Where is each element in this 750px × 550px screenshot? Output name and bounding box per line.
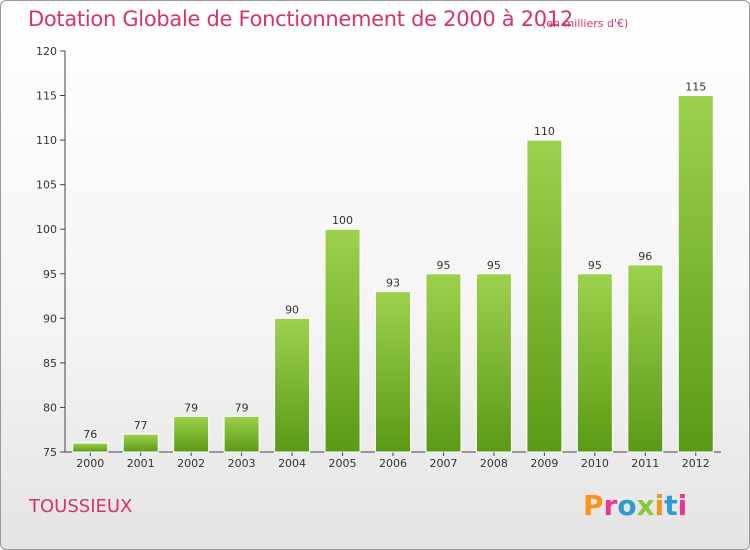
y-tick-label: 120	[36, 45, 57, 58]
x-tick-label: 2004	[278, 457, 306, 470]
value-label: 79	[235, 401, 249, 414]
y-tick-label: 110	[36, 134, 57, 147]
bar-2003	[223, 415, 260, 453]
bar-2008	[475, 273, 512, 453]
y-tick-label: 115	[36, 90, 57, 103]
proxiti-logo[interactable]: Proxiti	[583, 489, 687, 522]
brand-letter: t	[664, 489, 678, 522]
value-label: 93	[386, 277, 400, 290]
y-tick-label: 100	[36, 223, 57, 236]
bar-2012	[677, 95, 714, 453]
x-tick-label: 2000	[76, 457, 104, 470]
x-tick-label: 2001	[127, 457, 155, 470]
y-tick-label: 80	[43, 401, 57, 414]
bar-2002	[173, 415, 210, 453]
bar-2004	[274, 317, 311, 453]
bar-2011	[627, 264, 664, 453]
brand-letter: o	[617, 489, 637, 522]
value-label: 115	[685, 81, 706, 94]
bar-2007	[425, 273, 462, 453]
x-tick-label: 2005	[329, 457, 357, 470]
bar-2009	[526, 139, 563, 453]
commune-name: TOUSSIEUX	[29, 496, 133, 517]
y-tick-label: 85	[43, 357, 57, 370]
y-tick-label: 95	[43, 268, 57, 281]
brand-letter: r	[603, 489, 618, 522]
chart-title: Dotation Globale de Fonctionnement de 20…	[28, 7, 573, 31]
value-label: 110	[534, 125, 555, 138]
value-label: 100	[332, 214, 353, 227]
brand-letter: i	[677, 489, 688, 522]
brand-letter: P	[583, 489, 604, 522]
value-label: 95	[487, 259, 501, 272]
bar-2001	[122, 433, 159, 453]
value-label: 77	[134, 419, 148, 432]
bar-2000	[72, 442, 109, 453]
bar-2006	[375, 291, 411, 453]
x-tick-label: 2006	[379, 457, 407, 470]
y-tick-label: 105	[36, 179, 57, 192]
value-label: 76	[83, 428, 97, 441]
value-label: 90	[285, 303, 299, 316]
brand-letter: x	[636, 489, 655, 522]
x-tick-label: 2012	[682, 457, 710, 470]
value-label: 96	[638, 250, 652, 263]
value-label: 95	[436, 259, 450, 272]
x-tick-label: 2009	[530, 457, 558, 470]
x-tick-label: 2011	[631, 457, 659, 470]
x-tick-label: 2010	[581, 457, 609, 470]
bar-2005	[324, 228, 361, 453]
y-tick-label: 90	[43, 312, 57, 325]
x-tick-label: 2008	[480, 457, 508, 470]
x-tick-label: 2007	[429, 457, 457, 470]
chart-unit-note: (en milliers d'€)	[542, 17, 629, 30]
bar-2010	[576, 273, 613, 453]
value-label: 95	[588, 259, 602, 272]
brand-letter: i	[654, 489, 665, 522]
y-tick-label: 75	[43, 446, 57, 459]
value-label: 79	[184, 401, 198, 414]
x-tick-label: 2002	[177, 457, 205, 470]
x-tick-label: 2003	[228, 457, 256, 470]
